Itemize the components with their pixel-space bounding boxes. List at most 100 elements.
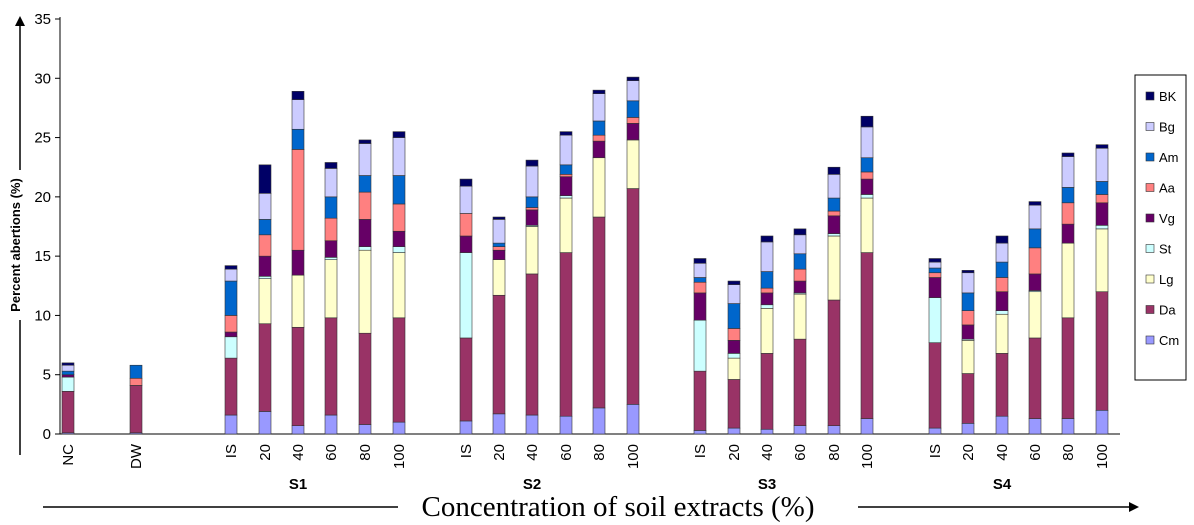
bar-segment-bg [525, 165, 539, 198]
bar-segment-am [559, 164, 573, 175]
bar-segment-aa [995, 277, 1009, 293]
bar-segment-aa [291, 149, 305, 251]
legend-label: Vg [1159, 211, 1175, 226]
y-tick-label: 0 [43, 426, 51, 443]
bar-segment-am [961, 292, 975, 311]
bar-segment-bk [224, 265, 238, 270]
bar-segment-da [1095, 291, 1109, 411]
legend: BK Bg Am Aa Vg St Lg Da Cm [1134, 74, 1187, 381]
bar-segment-vg [860, 178, 874, 195]
bar-segment-da [291, 326, 305, 426]
group-label: S3 [758, 476, 776, 493]
bar-segment-vg [559, 176, 573, 196]
bar-segment-am [928, 267, 942, 274]
bar-segment-lg [525, 226, 539, 275]
bar-segment-aa [626, 117, 640, 124]
bar-segment-st [559, 195, 573, 199]
legend-label: Cm [1159, 333, 1179, 348]
bar-segment-st [760, 304, 774, 309]
bar-segment-da [961, 373, 975, 424]
bar-segment-aa [324, 217, 338, 242]
bar-segment-st [995, 310, 1009, 315]
bar-segment-st [324, 257, 338, 261]
bar-segment-aa [525, 207, 539, 211]
bar-segment-lg [760, 308, 774, 354]
x-tick-label: 40 [290, 444, 307, 461]
bar-segment-lg [592, 157, 606, 218]
bar-segment-cm [492, 413, 506, 435]
x-tick-label: DW [128, 443, 145, 469]
bar-segment-vg [592, 140, 606, 159]
bar-segment-bk [760, 235, 774, 243]
bar-segment-aa [358, 191, 372, 220]
legend-box [1134, 74, 1187, 381]
bar-segment-da [592, 216, 606, 409]
bar-segment-am [760, 271, 774, 289]
x-tick-label: 20 [491, 444, 508, 461]
legend-swatch-cm [1145, 335, 1155, 345]
bar-segment-vg [995, 291, 1009, 311]
x-tick-label: IS [223, 444, 240, 458]
bar-segment-st [224, 336, 238, 359]
bar-segment-lg [827, 235, 841, 301]
bar-segment-bg [961, 272, 975, 294]
legend-label: Bg [1159, 120, 1175, 135]
bar-segment-cm [559, 415, 573, 435]
bar-segment-da [626, 188, 640, 405]
bar-segment-cm [626, 404, 640, 435]
bar-segment-aa [727, 328, 741, 341]
group-label: S1 [289, 476, 307, 493]
x-tick-label: 20 [726, 444, 743, 461]
bar-segment-bk [995, 235, 1009, 244]
legend-swatch-lg [1145, 274, 1155, 284]
bar-segment-vg [459, 235, 473, 253]
bar-segment-aa [760, 287, 774, 294]
bar-segment-aa [1028, 247, 1042, 275]
bar-segment-cm [793, 425, 807, 435]
bar-segment-cm [995, 415, 1009, 435]
bar-segment-vg [1095, 202, 1109, 226]
x-tick-label: 100 [625, 444, 642, 469]
bar-segment-da [358, 332, 372, 425]
bar-segment-am [224, 280, 238, 316]
legend-swatch-bg [1145, 122, 1155, 131]
legend-label: Lg [1159, 272, 1173, 287]
bar-segment-bk [860, 115, 874, 128]
bar-segment-bk [1061, 152, 1075, 157]
x-axis-label: Concentration of soil extracts (%) [422, 491, 815, 523]
bar-segment-cm [324, 414, 338, 435]
bar-segment-cm [291, 425, 305, 435]
bar-segment-cm [392, 421, 406, 435]
y-tick-label: 10 [34, 307, 51, 324]
bar-segment-bk [727, 280, 741, 285]
bar-segment-lg [793, 293, 807, 340]
x-tick-label: 80 [1060, 444, 1077, 461]
legend-swatch-am [1145, 152, 1155, 162]
bar-segment-da [727, 379, 741, 429]
bar-segment-cm [459, 420, 473, 435]
bar-segment-bk [626, 76, 640, 81]
bar-segment-bk [324, 162, 338, 169]
bar-segment-cm [860, 418, 874, 435]
bar-segment-da [995, 353, 1009, 417]
legend-swatch-aa [1145, 183, 1155, 192]
bar-segment-cm [525, 414, 539, 435]
bar-segment-da [324, 317, 338, 416]
bar-segment-bk [291, 91, 305, 100]
bar-segment-vg [1028, 273, 1042, 291]
x-tick-label: 100 [859, 444, 876, 469]
bar-segment-am [827, 197, 841, 212]
x-tick-label: NC [60, 444, 77, 466]
x-tick-label: 60 [1027, 444, 1044, 461]
bar-segment-vg [525, 209, 539, 226]
x-tick-label: 40 [759, 444, 776, 461]
bar-segment-lg [1061, 242, 1075, 319]
x-tick-label: 40 [524, 444, 541, 461]
bar-segment-bg [928, 261, 942, 269]
bar-segment-da [827, 299, 841, 426]
y-tick-label: 15 [34, 248, 51, 265]
bar-segment-aa [258, 234, 272, 257]
x-tick-label: 40 [994, 444, 1011, 461]
bar-segment-da [459, 337, 473, 422]
bar-segment-cm [693, 430, 707, 435]
